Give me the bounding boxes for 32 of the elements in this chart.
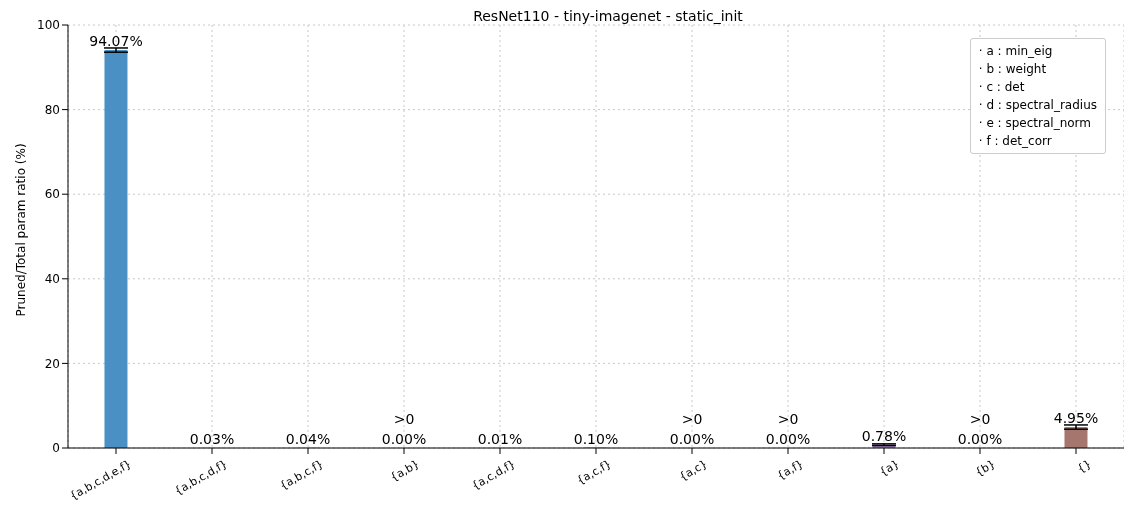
y-axis-title: Pruned/Total param ratio (%) [14,143,29,317]
y-tick-label: 80 [44,102,60,117]
x-tick-label: {b} [972,457,998,480]
x-tick-label: {a} [877,457,902,479]
data-label: 0.04% [285,430,331,447]
data-label: 94.07% [89,33,143,50]
y-tick-label: 100 [37,18,60,33]
annotation: · d : spectral_radius [978,97,1097,114]
data-label: 0.10% [573,430,619,447]
x-tick-label: {} [1075,457,1094,476]
data-label: 0.00% [381,431,427,447]
chart-title: ResNet110 - tiny-imagenet - static_init [472,8,744,24]
y-tick-label: 20 [44,356,60,371]
y-tick-label: 0 [52,441,60,456]
annotation: >0 [681,411,703,427]
y-tick-label: 60 [44,187,60,202]
data-label: 0.00% [765,431,811,447]
annotation: >0 [777,411,799,427]
data-label: 0.01% [477,430,523,447]
annotation: · a : min_eig [978,43,1054,60]
annotation: >0 [969,411,991,427]
annotation: · f : det_corr [978,133,1053,150]
annotation: · b : weight [978,61,1048,78]
data-label: 0.00% [669,431,715,447]
data-label: 0.00% [957,431,1003,447]
data-label: 0.03% [189,430,235,447]
annotation: · c : det [978,79,1026,96]
annotation: · e : spectral_norm [978,115,1092,132]
data-label: 0.78% [861,427,907,444]
y-tick-label: 40 [44,272,60,287]
data-label: 4.95% [1053,410,1099,427]
annotation: >0 [393,411,415,427]
